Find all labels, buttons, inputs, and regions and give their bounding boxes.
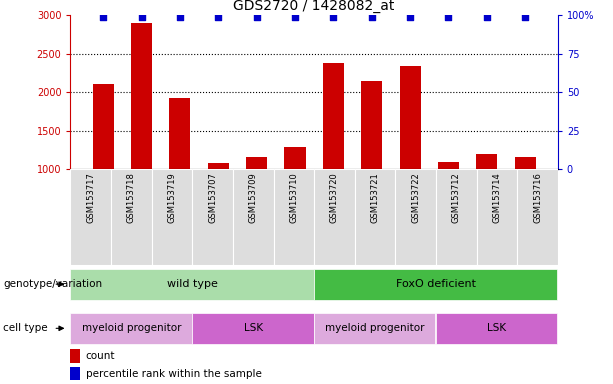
Point bbox=[213, 14, 223, 20]
Bar bbox=[246, 157, 267, 169]
Point bbox=[137, 14, 147, 20]
Text: myeloid progenitor: myeloid progenitor bbox=[326, 323, 425, 333]
Bar bbox=[514, 157, 536, 169]
Bar bbox=[477, 169, 517, 265]
Bar bbox=[70, 349, 80, 363]
Text: GSM153709: GSM153709 bbox=[249, 172, 257, 223]
Bar bbox=[284, 147, 305, 169]
Bar bbox=[233, 169, 273, 265]
Bar bbox=[438, 162, 459, 169]
Text: GSM153718: GSM153718 bbox=[127, 172, 136, 223]
Bar bbox=[323, 63, 344, 169]
Text: GSM153710: GSM153710 bbox=[289, 172, 299, 223]
Point bbox=[444, 14, 454, 20]
Bar bbox=[273, 169, 314, 265]
Bar bbox=[476, 154, 497, 169]
Bar bbox=[517, 169, 558, 265]
Text: GSM153717: GSM153717 bbox=[86, 172, 95, 223]
Point bbox=[405, 14, 415, 20]
Bar bbox=[314, 269, 557, 300]
Text: GSM153720: GSM153720 bbox=[330, 172, 339, 223]
Bar bbox=[192, 169, 233, 265]
Text: genotype/variation: genotype/variation bbox=[3, 279, 102, 289]
Bar bbox=[436, 169, 477, 265]
Bar bbox=[131, 23, 152, 169]
Point bbox=[98, 14, 108, 20]
Bar bbox=[436, 313, 557, 344]
Bar bbox=[355, 169, 395, 265]
Bar bbox=[111, 169, 151, 265]
Bar bbox=[208, 163, 229, 169]
Point bbox=[175, 14, 185, 20]
Point bbox=[290, 14, 300, 20]
Text: count: count bbox=[86, 351, 115, 361]
Bar bbox=[192, 313, 314, 344]
Text: GSM153721: GSM153721 bbox=[371, 172, 379, 223]
Text: cell type: cell type bbox=[3, 323, 48, 333]
Text: GSM153712: GSM153712 bbox=[452, 172, 461, 223]
Bar bbox=[400, 66, 421, 169]
Bar bbox=[70, 367, 80, 380]
Text: wild type: wild type bbox=[167, 279, 218, 289]
Bar bbox=[70, 169, 111, 265]
Title: GDS2720 / 1428082_at: GDS2720 / 1428082_at bbox=[234, 0, 395, 13]
Point bbox=[329, 14, 338, 20]
Text: GSM153714: GSM153714 bbox=[492, 172, 501, 223]
Bar bbox=[361, 81, 383, 169]
Bar bbox=[152, 169, 192, 265]
Text: LSK: LSK bbox=[487, 323, 506, 333]
Bar bbox=[70, 269, 314, 300]
Bar bbox=[93, 84, 114, 169]
Point bbox=[520, 14, 530, 20]
Text: GSM153707: GSM153707 bbox=[208, 172, 217, 223]
Point bbox=[367, 14, 376, 20]
Text: GSM153719: GSM153719 bbox=[167, 172, 177, 223]
Bar bbox=[314, 169, 355, 265]
Text: percentile rank within the sample: percentile rank within the sample bbox=[86, 369, 262, 379]
Bar bbox=[70, 313, 192, 344]
Text: GSM153722: GSM153722 bbox=[411, 172, 420, 223]
Point bbox=[482, 14, 492, 20]
Text: LSK: LSK bbox=[244, 323, 263, 333]
Text: GSM153716: GSM153716 bbox=[533, 172, 542, 223]
Bar bbox=[169, 98, 191, 169]
Bar bbox=[395, 169, 436, 265]
Bar bbox=[314, 313, 435, 344]
Text: myeloid progenitor: myeloid progenitor bbox=[82, 323, 181, 333]
Text: FoxO deficient: FoxO deficient bbox=[396, 279, 476, 289]
Point bbox=[252, 14, 262, 20]
